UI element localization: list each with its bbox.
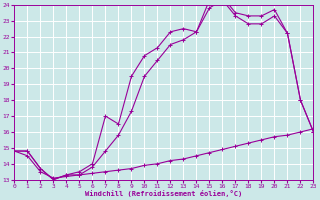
X-axis label: Windchill (Refroidissement éolien,°C): Windchill (Refroidissement éolien,°C) <box>85 190 243 197</box>
